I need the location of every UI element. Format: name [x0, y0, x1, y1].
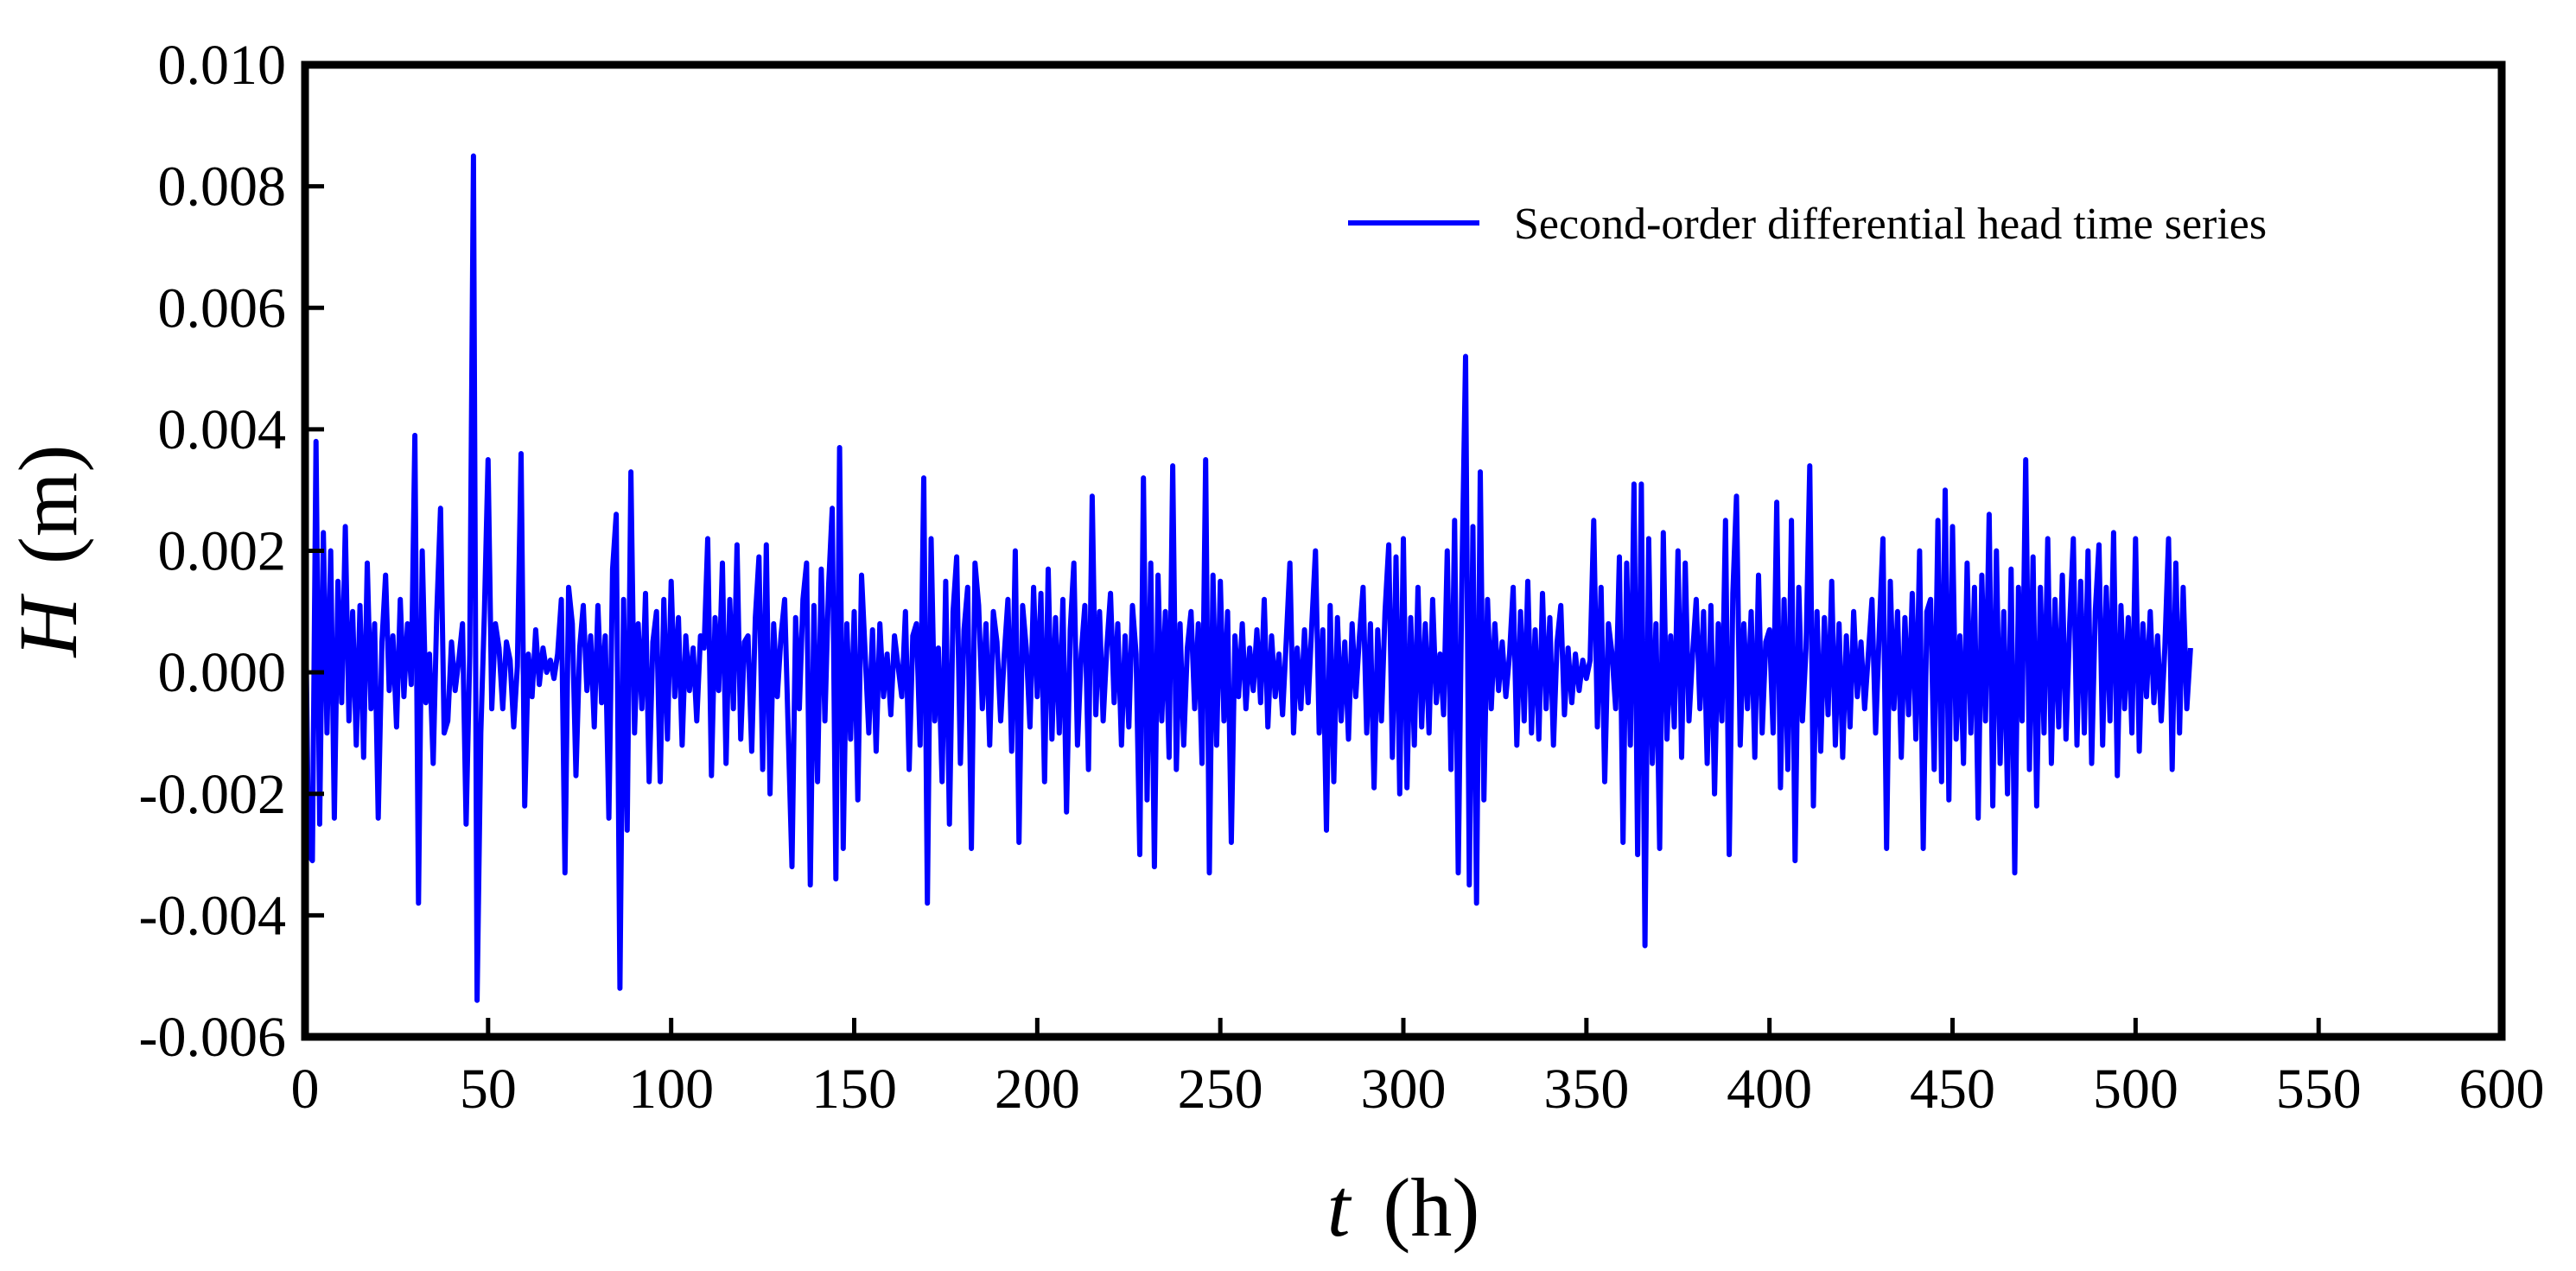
legend: Second-order differential head time seri… [1348, 200, 2267, 249]
x-tick-label: 450 [1910, 1058, 1995, 1121]
x-tick-label: 350 [1543, 1058, 1629, 1121]
x-tick-label: 300 [1361, 1058, 1447, 1121]
y-tick-label: 0.010 [158, 34, 287, 97]
x-tick-label: 0 [291, 1058, 320, 1121]
plot-frame [301, 60, 2506, 1041]
y-axis-unit: (m) [2, 445, 94, 565]
x-axis-unit: (h) [1383, 1161, 1479, 1254]
series-line-second-order-differential-head [305, 153, 2193, 1003]
y-tick-label: 0.002 [158, 520, 287, 583]
x-axis: 0 50 100 150 200 250 300 350 400 450 500 550 600 [291, 1018, 2545, 1121]
y-tick-label: 0.008 [158, 156, 287, 219]
x-axis-variable: t [1327, 1161, 1352, 1254]
x-tick-label: 100 [628, 1058, 714, 1121]
x-tick-label: 550 [2276, 1058, 2362, 1121]
legend-label: Second-order differential head time seri… [1514, 200, 2267, 249]
y-tick-label: 0.000 [158, 641, 287, 704]
y-tick-label: -0.004 [139, 884, 286, 947]
y-axis-variable: H [2, 593, 94, 658]
x-tick-label: 200 [995, 1058, 1080, 1121]
x-tick-label: 250 [1178, 1058, 1263, 1121]
x-tick-label: 400 [1727, 1058, 1812, 1121]
y-axis-title: H (m) [2, 445, 94, 659]
y-axis: -0.006 -0.004 -0.002 0.000 0.002 0.004 0.006 0.… [139, 34, 324, 1069]
x-tick-label: 600 [2459, 1058, 2545, 1121]
x-tick-label: 150 [811, 1058, 897, 1121]
x-tick-label: 50 [460, 1058, 517, 1121]
x-tick-label: 500 [2093, 1058, 2178, 1121]
y-tick-label: 0.006 [158, 276, 287, 340]
x-axis-title: t (h) [1327, 1161, 1480, 1254]
y-tick-label: -0.002 [139, 763, 286, 826]
plot-area [305, 153, 2193, 1003]
y-tick-label: 0.004 [158, 398, 287, 461]
y-tick-label: -0.006 [139, 1006, 286, 1069]
